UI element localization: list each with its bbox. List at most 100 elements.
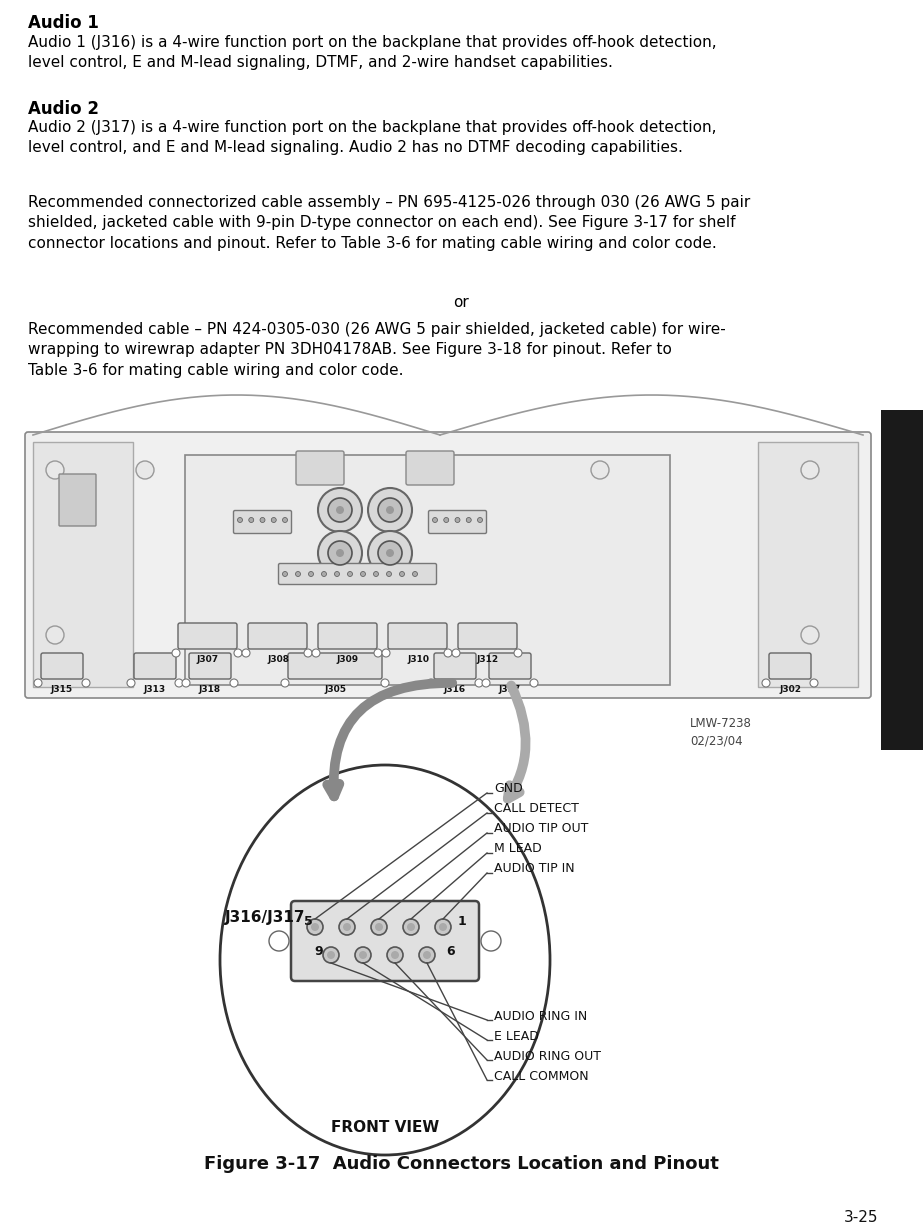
Circle shape (249, 518, 254, 523)
Text: AUDIO TIP OUT: AUDIO TIP OUT (494, 823, 588, 835)
FancyBboxPatch shape (134, 653, 176, 679)
Text: 3-25: 3-25 (844, 1210, 878, 1225)
FancyBboxPatch shape (178, 624, 237, 649)
Text: J316: J316 (444, 685, 466, 694)
Circle shape (328, 541, 352, 565)
Circle shape (295, 572, 301, 577)
FancyBboxPatch shape (189, 653, 231, 679)
Circle shape (318, 488, 362, 533)
Circle shape (318, 531, 362, 574)
FancyBboxPatch shape (248, 624, 307, 649)
FancyBboxPatch shape (489, 653, 531, 679)
Text: Audio 2: Audio 2 (28, 100, 99, 118)
Bar (33, 442, 133, 688)
FancyBboxPatch shape (296, 451, 344, 485)
Circle shape (304, 649, 312, 657)
Circle shape (307, 919, 323, 935)
Circle shape (312, 649, 320, 657)
Circle shape (444, 518, 449, 523)
Text: 5: 5 (304, 915, 312, 927)
Circle shape (481, 931, 501, 951)
Circle shape (271, 518, 276, 523)
Text: GND: GND (494, 782, 522, 796)
Circle shape (172, 649, 180, 657)
Circle shape (34, 679, 42, 688)
Circle shape (374, 572, 378, 577)
Circle shape (323, 947, 339, 963)
Circle shape (371, 919, 387, 935)
Circle shape (311, 922, 319, 931)
Circle shape (336, 549, 344, 557)
Circle shape (433, 518, 438, 523)
Text: J305: J305 (324, 685, 346, 694)
Text: Audio 1: Audio 1 (28, 14, 99, 32)
Circle shape (482, 679, 490, 688)
Circle shape (82, 679, 90, 688)
FancyBboxPatch shape (388, 624, 447, 649)
Circle shape (387, 947, 403, 963)
Circle shape (455, 518, 460, 523)
Circle shape (359, 951, 367, 959)
Circle shape (378, 541, 402, 565)
Circle shape (368, 531, 412, 574)
Circle shape (234, 649, 242, 657)
Circle shape (46, 461, 64, 478)
Circle shape (801, 626, 819, 645)
Text: CALL COMMON: CALL COMMON (494, 1070, 589, 1082)
Circle shape (591, 461, 609, 478)
Bar (758, 442, 858, 688)
Circle shape (477, 518, 483, 523)
FancyBboxPatch shape (59, 474, 96, 526)
Circle shape (136, 461, 154, 478)
Circle shape (269, 931, 289, 951)
Text: LMW-7238
02/23/04: LMW-7238 02/23/04 (690, 717, 752, 747)
Circle shape (237, 518, 243, 523)
FancyBboxPatch shape (288, 653, 382, 679)
Circle shape (801, 461, 819, 478)
Text: Audio 2 (J317) is a 4-wire function port on the backplane that provides off-hook: Audio 2 (J317) is a 4-wire function port… (28, 121, 716, 155)
Circle shape (452, 649, 460, 657)
Circle shape (281, 679, 289, 688)
Text: J317: J317 (498, 685, 521, 694)
Circle shape (407, 922, 415, 931)
Text: Recommended connectorized cable assembly – PN 695-4125-026 through 030 (26 AWG 5: Recommended connectorized cable assembly… (28, 196, 750, 251)
FancyBboxPatch shape (279, 563, 437, 584)
Text: J312: J312 (477, 656, 499, 664)
Circle shape (343, 922, 351, 931)
Bar (881, 410, 923, 750)
Text: J308: J308 (267, 656, 289, 664)
Circle shape (46, 626, 64, 645)
Circle shape (400, 572, 404, 577)
Circle shape (182, 679, 190, 688)
Circle shape (423, 951, 431, 959)
Circle shape (762, 679, 770, 688)
FancyBboxPatch shape (25, 432, 871, 697)
Circle shape (334, 572, 340, 577)
Circle shape (175, 679, 183, 688)
Circle shape (387, 572, 391, 577)
Circle shape (427, 679, 435, 688)
Text: Figure 3‑17  Audio Connectors Location and Pinout: Figure 3‑17 Audio Connectors Location an… (204, 1155, 718, 1173)
Text: J310: J310 (407, 656, 429, 664)
Circle shape (368, 488, 412, 533)
Circle shape (435, 919, 451, 935)
Text: AUDIO TIP IN: AUDIO TIP IN (494, 862, 575, 876)
Circle shape (810, 679, 818, 688)
Circle shape (386, 506, 394, 514)
FancyBboxPatch shape (428, 510, 486, 534)
FancyBboxPatch shape (458, 624, 517, 649)
Ellipse shape (220, 765, 550, 1155)
FancyBboxPatch shape (434, 653, 476, 679)
Circle shape (282, 518, 287, 523)
Circle shape (260, 518, 265, 523)
Circle shape (391, 951, 399, 959)
FancyBboxPatch shape (291, 902, 479, 982)
Circle shape (327, 951, 335, 959)
Text: J316/J317: J316/J317 (225, 910, 306, 925)
Text: J309: J309 (337, 656, 359, 664)
Circle shape (127, 679, 135, 688)
Circle shape (444, 649, 452, 657)
Circle shape (475, 679, 483, 688)
Circle shape (413, 572, 417, 577)
Circle shape (242, 649, 250, 657)
